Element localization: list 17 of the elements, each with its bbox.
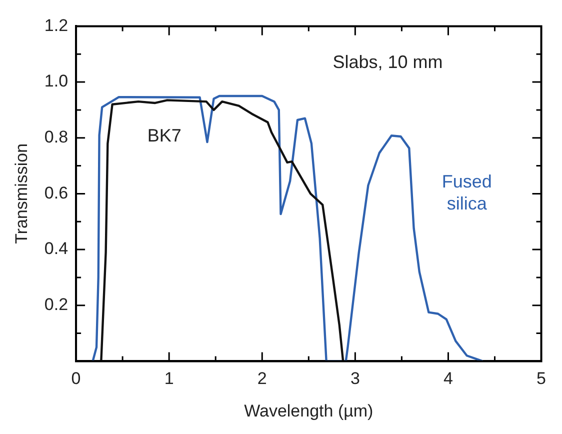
y-tick-label: 0.8: [44, 128, 68, 147]
x-tick-label: 3: [350, 369, 360, 388]
series-label: BK7: [147, 126, 182, 146]
series-label: Fused silica: [442, 172, 492, 214]
x-tick-label: 5: [536, 369, 546, 388]
x-tick-label: 2: [257, 369, 267, 388]
x-tick-label: 0: [71, 369, 81, 388]
x-tick-label: 4: [443, 369, 453, 388]
x-axis-title: Wavelength (µm): [244, 401, 374, 420]
x-tick-label: 1: [164, 369, 174, 388]
y-tick-label: 1.2: [44, 16, 68, 35]
y-tick-label: 1.0: [44, 72, 68, 91]
y-tick-label: 0.6: [44, 183, 68, 202]
y-tick-label: 0.2: [44, 295, 68, 314]
annotation: Slabs, 10 mm: [332, 52, 443, 72]
y-tick-label: 0.4: [44, 239, 68, 258]
y-axis-title: Transmission: [12, 143, 31, 244]
